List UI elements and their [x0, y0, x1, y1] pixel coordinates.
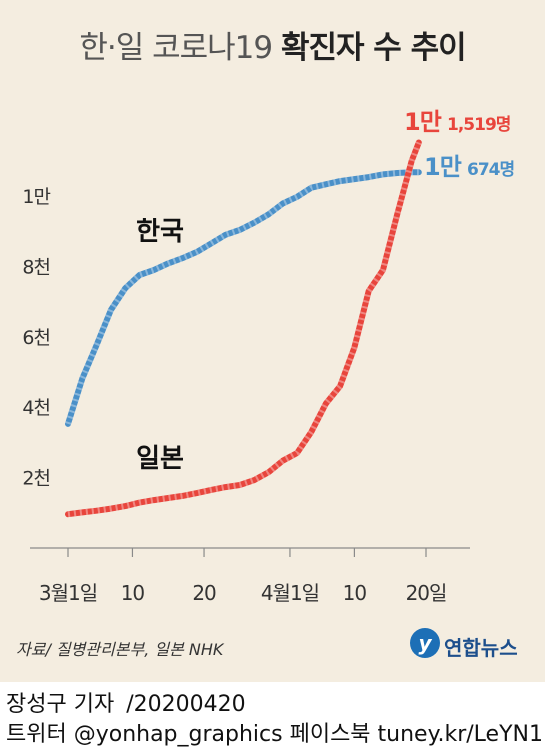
- x-tick-label: 3월1일: [39, 581, 97, 605]
- end-label-korea-small: 674명: [467, 160, 514, 180]
- y-tick-label: 1만: [22, 186, 50, 208]
- x-tick-label: 20일: [406, 581, 447, 605]
- x-tick-label: 4월1일: [261, 581, 319, 605]
- series-line-texture: [67, 141, 422, 518]
- end-label-japan-small: 1,519명: [447, 115, 510, 135]
- chart-graphic: 한·일 코로나19 확진자 수 추이 2천 4천 6천 8천 1만 3월1일 10 20 4월1…: [0, 0, 545, 682]
- end-label-korea-big: 1만: [424, 153, 462, 181]
- credit-date: /20200420: [126, 692, 246, 717]
- credit-author-line: 장성구 기자/20200420: [6, 686, 246, 718]
- end-label-japan-big: 1만: [404, 108, 442, 136]
- x-tick-label: 10: [121, 581, 145, 605]
- series-line-japan: [65, 139, 422, 518]
- y-tick-label: 2천: [22, 468, 50, 490]
- series-label-japan: 일본: [136, 444, 184, 474]
- series-line-korea: [65, 169, 422, 427]
- x-tick-label: 10: [343, 581, 367, 605]
- logo-text: 연합뉴스: [444, 636, 518, 660]
- series-label-korea: 한국: [136, 217, 184, 247]
- title-main: 한·일 코로나19: [79, 30, 281, 66]
- x-tick-label: 20: [192, 581, 216, 605]
- series-line-texture: [65, 169, 419, 425]
- y-tick-label: 4천: [22, 397, 50, 419]
- credit-author: 장성구 기자: [6, 692, 115, 717]
- credit-social-line: 트위터 @yonhap_graphics 페이스북 tuney.kr/LeYN1: [6, 722, 543, 747]
- title-bold: 확진자 수 추이: [280, 30, 467, 66]
- source-note: 자료/ 질병관리본부, 일본 NHK: [16, 640, 224, 659]
- y-tick-label: 8천: [22, 256, 50, 278]
- y-tick-label: 6천: [22, 327, 50, 349]
- logo-icon: y: [410, 628, 440, 658]
- chart-title: 한·일 코로나19 확진자 수 추이: [0, 22, 545, 67]
